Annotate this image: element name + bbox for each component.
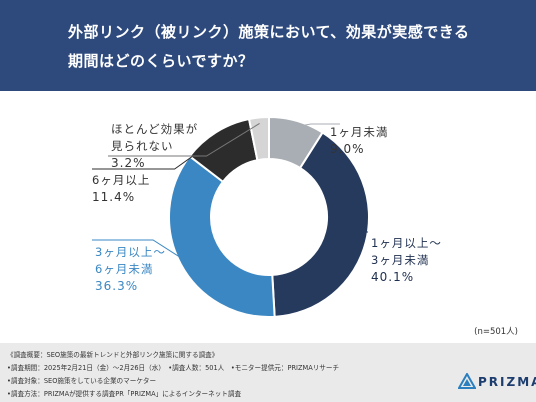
footer-line-1: 《調査概要：SEO施策の最新トレンドと外部リンク施策に関する調査》 (7, 351, 219, 359)
slice-label-1-value: 40.1% (371, 270, 415, 284)
donut-slice-2 (168, 154, 276, 318)
leader-line-2 (92, 239, 187, 262)
slice-label-2-line1: 3ヶ月以上〜 (95, 245, 166, 259)
slice-label-3: 6ヶ月以上 11.4% (92, 172, 150, 206)
leader-line-4 (108, 123, 260, 157)
footer-line-4: •調査方法：PRIZMAが提供する調査PR「PRIZMA」によるインターネット調… (7, 390, 242, 398)
prizma-logo-text: PRIZMA (478, 375, 536, 389)
slice-label-2-line2: 6ヶ月未満 (95, 262, 154, 276)
slice-label-4: ほとんど効果が 見られない 3.2% (111, 121, 198, 172)
slice-label-0-value: 9.0% (330, 142, 365, 156)
slice-label-1: 1ヶ月以上〜 3ヶ月未満 40.1% (371, 235, 442, 286)
prizma-triangle-icon (458, 373, 476, 389)
leader-line-1 (359, 231, 368, 241)
slice-label-2-value: 36.3% (95, 279, 139, 293)
sample-size-note: (n=501人) (474, 327, 518, 337)
slice-label-4-line1: ほとんど効果が (111, 122, 199, 136)
leader-line-0 (295, 123, 340, 128)
chart-title-line-1: 外部リンク（被リンク）施策において、効果が実感できる (68, 23, 470, 41)
donut-slices (168, 115, 370, 318)
slice-label-3-line1: 6ヶ月以上 (92, 173, 151, 187)
donut-slice-4 (247, 115, 270, 162)
slice-label-0: 1ヶ月未満 9.0% (330, 124, 388, 158)
leader-line-3 (92, 136, 220, 170)
slice-label-4-line2: 見られない (111, 139, 174, 153)
slice-label-4-value: 3.2% (111, 156, 146, 170)
survey-footer: 《調査概要：SEO施策の最新トレンドと外部リンク施策に関する調査》 •調査期間：… (0, 343, 536, 402)
footer-line-3: •調査対象：SEO施策をしている企業のマーケター (7, 377, 157, 385)
footer-line-2: •調査期間：2025年2月21日（金）〜2月26日（水） •調査人数：501人 … (7, 364, 340, 372)
leader-lines (92, 123, 368, 262)
slice-label-0-line1: 1ヶ月未満 (330, 125, 389, 139)
donut-chart (92, 115, 370, 318)
chart-title-line-2: 期間はどのくらいですか？ (68, 52, 254, 70)
header-banner: 外部リンク（被リンク）施策において、効果が実感できる 期間はどのくらいですか？ (0, 0, 536, 91)
donut-slice-1 (271, 131, 370, 318)
slice-label-1-line2: 3ヶ月未満 (371, 253, 430, 267)
slice-label-3-value: 11.4% (92, 190, 136, 204)
slice-label-2: 3ヶ月以上〜 6ヶ月未満 36.3% (95, 244, 166, 295)
slice-label-1-line1: 1ヶ月以上〜 (371, 236, 442, 250)
